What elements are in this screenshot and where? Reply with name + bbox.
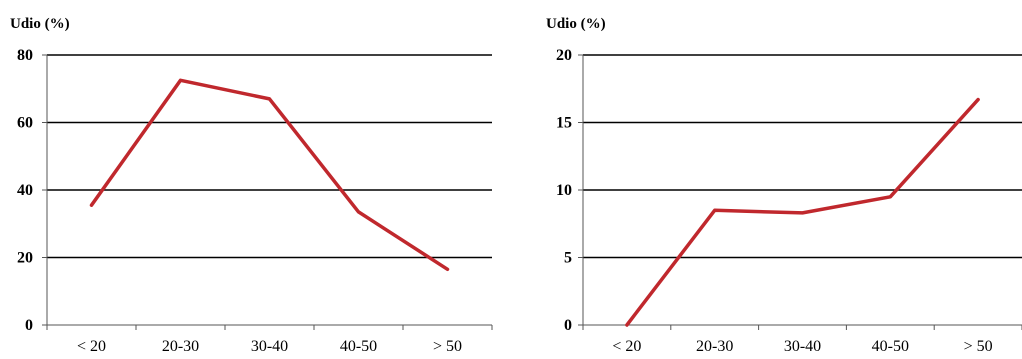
- y-tick-label: 20: [556, 47, 572, 64]
- y-axis-label: Udio (%): [546, 16, 606, 32]
- y-tick-label: 0: [25, 317, 33, 334]
- x-tick-label: 40-50: [872, 338, 909, 355]
- x-tick-label: 30-40: [251, 338, 288, 355]
- y-tick-label: 15: [556, 115, 572, 132]
- series-line: [89, 78, 450, 272]
- x-tick-label: < 20: [612, 338, 641, 355]
- x-tick-label: 20-30: [696, 338, 733, 355]
- x-tick-label: < 20: [77, 338, 106, 355]
- y-tick-label: 60: [17, 115, 33, 132]
- x-tick-label: 30-40: [784, 338, 821, 355]
- chart-right: Udio (%) 0 5 10 15 20 < 20 20-30 30-40 40-50 > 50: [546, 16, 1022, 355]
- x-tick-label: > 50: [433, 338, 462, 355]
- y-tick-label: 80: [17, 47, 33, 64]
- y-tick-label: 0: [564, 317, 572, 334]
- y-tick-label: 40: [17, 182, 33, 199]
- y-tick-label: 20: [17, 250, 33, 267]
- chart-left: Udio (%) 0 20 40 60 80 < 20 20-30 30-40 40-50 > 50: [10, 16, 493, 355]
- series-line: [625, 97, 980, 327]
- x-tick-label: 40-50: [340, 338, 377, 355]
- y-tick-label: 5: [564, 250, 572, 267]
- y-tick-label: 10: [556, 182, 572, 199]
- x-tick-label: 20-30: [162, 338, 199, 355]
- x-tick-label: > 50: [964, 338, 993, 355]
- y-axis-label: Udio (%): [10, 16, 70, 32]
